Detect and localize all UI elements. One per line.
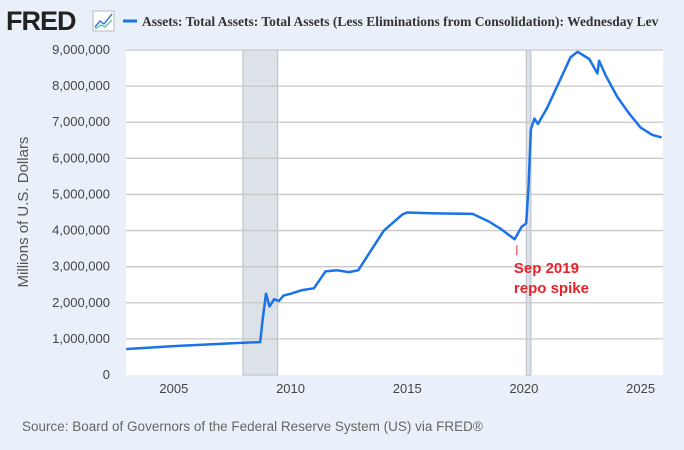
x-tick-label: 2015 (393, 381, 422, 396)
y-tick-label: 6,000,000 (52, 150, 110, 165)
source-note: Source: Board of Governors of the Federa… (22, 419, 483, 434)
x-tick-label: 2025 (626, 381, 655, 396)
x-tick-label: 2010 (276, 381, 305, 396)
line-chart-icon (92, 10, 115, 32)
series-line (126, 50, 662, 351)
x-tick-label: 2005 (159, 381, 188, 396)
y-tick-label: 7,000,000 (52, 114, 110, 129)
y-axis-label: Millions of U.S. Dollars (15, 137, 32, 288)
x-tick-label: 2020 (509, 381, 538, 396)
y-tick-label: 0 (103, 367, 110, 382)
y-tick-label: 1,000,000 (52, 331, 110, 346)
recession-shading (242, 49, 279, 376)
annotation-label-line1: Sep 2019 (514, 260, 579, 277)
y-tick-label: 2,000,000 (52, 295, 110, 310)
y-tick-label: 3,000,000 (52, 259, 110, 274)
legend-series-label: Assets: Total Assets: Total Assets (Less… (142, 14, 659, 29)
y-tick-label: 8,000,000 (52, 78, 110, 93)
y-tick-label: 9,000,000 (52, 42, 110, 57)
y-tick-label: 4,000,000 (52, 223, 110, 238)
plot-area (126, 50, 663, 375)
y-tick-label: 5,000,000 (52, 186, 110, 201)
annotation-label-line2: repo spike (514, 280, 589, 297)
fred-logo[interactable]: FRED (6, 6, 77, 36)
